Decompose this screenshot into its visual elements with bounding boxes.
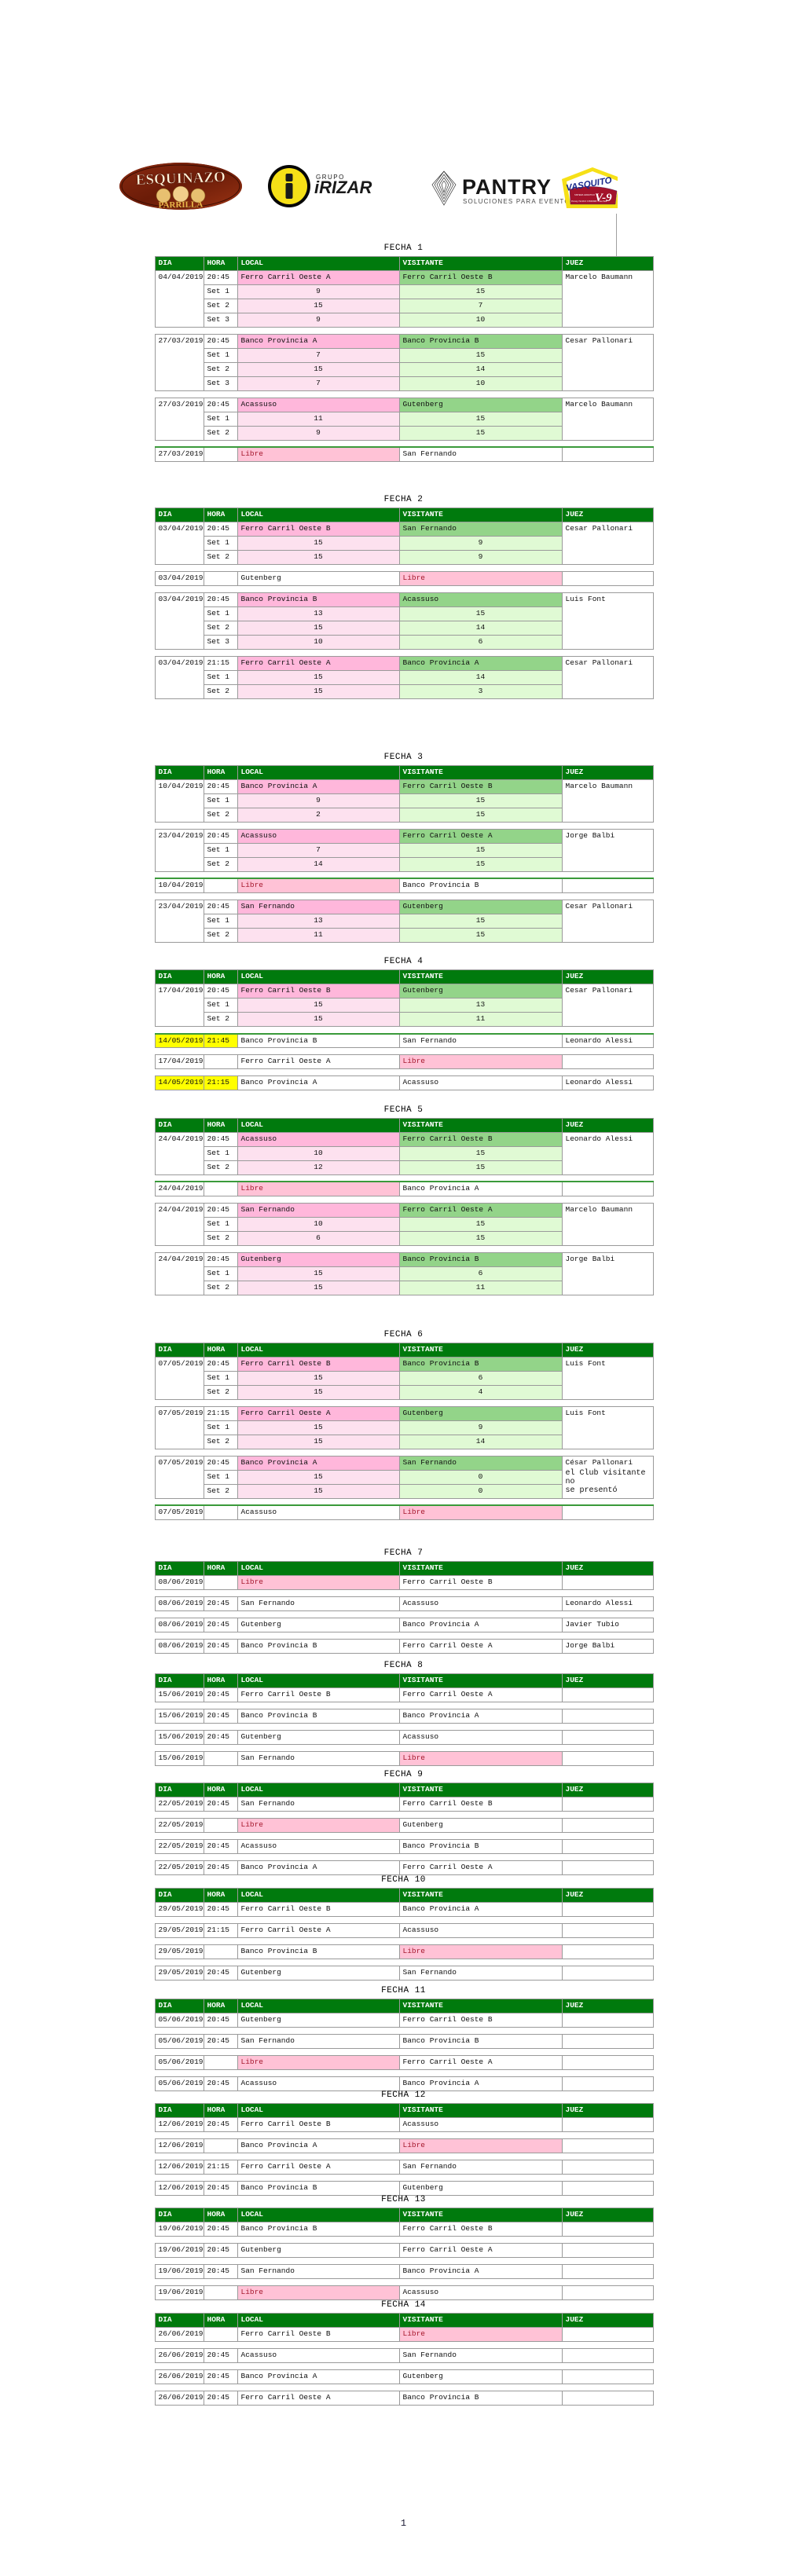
svg-text:SISTEMA GRAVITICO: SISTEMA GRAVITICO <box>574 193 595 196</box>
svg-text:iRIZAR: iRIZAR <box>314 178 372 197</box>
svg-text:PANTRY: PANTRY <box>462 175 552 199</box>
svg-text:SOLUCIONES PARA EVENTOS: SOLUCIONES PARA EVENTOS <box>463 198 575 205</box>
svg-text:PARRILLA: PARRILLA <box>159 200 204 211</box>
svg-text:Promog. Pub.M.M. N 95404909 -: Promog. Pub.M.M. N 95404909 - Pose Para <box>571 200 607 203</box>
svg-text:ESQUINAZO: ESQUINAZO <box>135 169 226 189</box>
